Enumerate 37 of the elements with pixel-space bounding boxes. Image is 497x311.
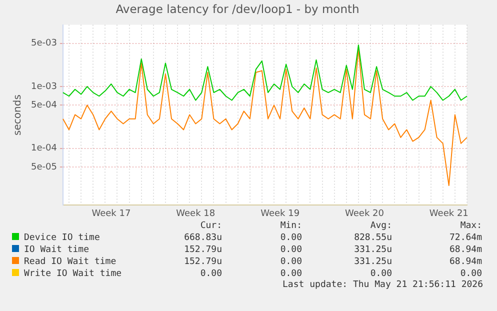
text: Max:	[459, 220, 482, 232]
text: 0.00	[369, 268, 392, 280]
chart-title: Average latency for /dev/loop1 - by month	[116, 2, 360, 16]
x-tick-label: Week 18	[176, 208, 216, 219]
text: 72.64m	[448, 232, 482, 244]
x-tick-label: Week 20	[344, 208, 384, 219]
text: 0.00	[199, 268, 222, 280]
legend-label: Read IO Wait time	[24, 257, 116, 267]
text: Cur:	[199, 220, 222, 232]
y-tick-label: 1e-03	[30, 82, 57, 92]
text: Last update: Thu May 21 21:56:11 2026	[282, 280, 483, 290]
legend-label: Device IO time	[24, 233, 100, 243]
y-axis-title: seconds	[12, 94, 24, 136]
text: 0.00	[279, 268, 302, 280]
text: 152.79u	[183, 256, 222, 268]
text: 668.83u	[183, 232, 222, 244]
x-tick-label: Week 21	[429, 208, 468, 219]
y-tick-label: 5e-04	[30, 100, 58, 110]
text: 0.00	[459, 268, 482, 280]
text: 331.25u	[353, 256, 392, 268]
text: Min:	[279, 220, 302, 232]
text: 0.00	[279, 256, 302, 268]
legend-label: Write IO Wait time	[24, 269, 122, 279]
x-tick-label: Week 19	[260, 208, 300, 219]
text: 331.25u	[353, 244, 392, 256]
text: 68.94m	[448, 244, 482, 256]
y-tick-label: 1e-04	[30, 144, 58, 154]
legend-label: IO Wait time	[24, 245, 90, 255]
text: 0.00	[279, 244, 302, 256]
y-tick-label: 5e-05	[30, 162, 57, 172]
text: 828.55u	[353, 232, 392, 244]
text: 68.94m	[448, 256, 482, 268]
y-tick-label: 5e-03	[30, 38, 57, 49]
text: 152.79u	[183, 244, 222, 256]
text: 0.00	[279, 232, 302, 244]
x-tick-label: Week 17	[92, 208, 131, 219]
text: Avg:	[369, 220, 392, 232]
